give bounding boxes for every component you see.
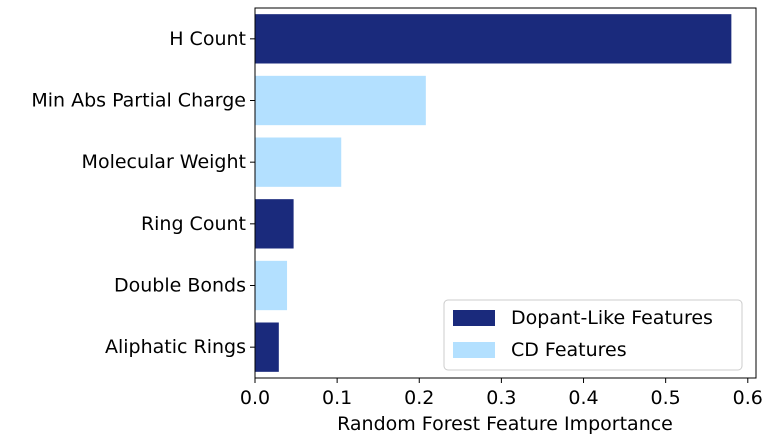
- bar-double-bonds: [255, 260, 288, 311]
- plot-frame: [254, 7, 757, 379]
- legend-box: [443, 299, 743, 371]
- y-tick-label-ring-count: Ring Count: [141, 213, 246, 235]
- y-tick-label-h-count: H Count: [169, 28, 246, 50]
- x-ticks: 0.0 0.1 0.2 0.3 0.4 0.5 0.6: [240, 378, 763, 409]
- x-tick-label: 0.5: [651, 387, 681, 409]
- x-axis-title: Random Forest Feature Importance: [337, 413, 673, 435]
- y-tick-labels: H Count Min Abs Partial Charge Molecular W…: [31, 28, 255, 358]
- legend-swatch-cd-features: [453, 342, 495, 358]
- bar-min-abs-partial-charge: [255, 75, 426, 126]
- x-tick-label: 0.1: [322, 387, 352, 409]
- x-tick-label: 0.6: [733, 387, 763, 409]
- bar-h-count: [255, 14, 732, 64]
- y-tick-label-molecular-weight: Molecular Weight: [82, 151, 246, 173]
- y-tick-label-double-bonds: Double Bonds: [114, 275, 246, 297]
- y-tick-label-min-abs-partial-charge: Min Abs Partial Charge: [31, 90, 246, 112]
- x-tick-label: 0.4: [568, 387, 598, 409]
- bar-molecular-weight: [255, 137, 342, 187]
- x-tick-label: 0.0: [240, 387, 270, 409]
- bars-group: [255, 14, 732, 372]
- legend-swatch-dopant-like-features: [453, 310, 495, 326]
- legend: Dopant-Like Features CD Features: [443, 299, 743, 371]
- legend-label-cd-features: CD Features: [511, 339, 627, 361]
- bar-aliphatic-rings: [255, 322, 279, 372]
- x-tick-label: 0.3: [486, 387, 516, 409]
- bar-ring-count: [255, 199, 294, 249]
- x-tick-label: 0.2: [404, 387, 434, 409]
- y-tick-label-aliphatic-rings: Aliphatic Rings: [105, 336, 246, 358]
- legend-label-dopant-like-features: Dopant-Like Features: [511, 307, 713, 329]
